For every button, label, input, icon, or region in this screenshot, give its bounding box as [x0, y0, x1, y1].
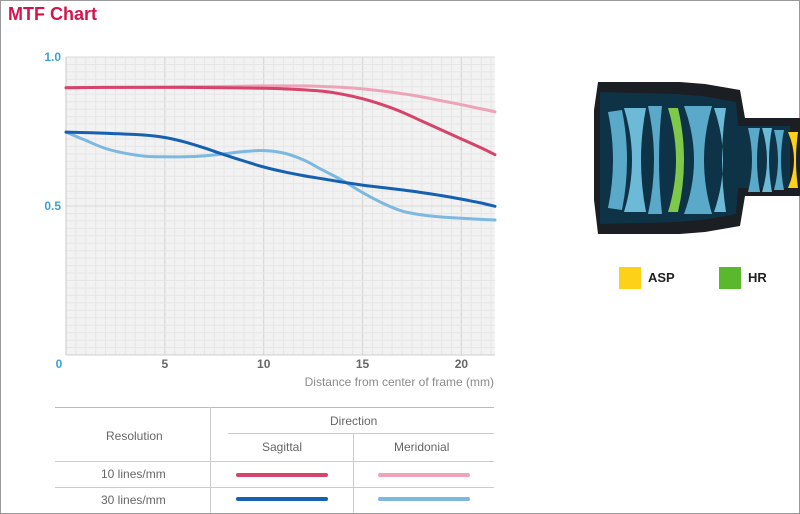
x-tick-label: 0 [56, 357, 63, 371]
meridonial-header: Meridonial [394, 440, 450, 454]
table-divider [210, 407, 211, 513]
chart-grid [65, 56, 495, 356]
swatch-30-meridonial [378, 497, 470, 501]
table-top-border [55, 407, 494, 408]
direction-header: Direction [330, 414, 378, 428]
resolution-header: Resolution [106, 429, 163, 443]
row-label-10: 10 lines/mm [101, 467, 166, 481]
chart-lines [64, 84, 497, 222]
asp-swatch [619, 267, 641, 289]
row-divider-2 [55, 487, 494, 488]
x-tick-label: 5 [162, 357, 169, 371]
x-tick-label: 10 [257, 357, 271, 371]
direction-divider [228, 433, 494, 434]
hr-label: HR [748, 270, 767, 285]
x-axis-label: Distance from center of frame (mm) [305, 375, 494, 389]
page-title: MTF Chart [8, 4, 97, 24]
lens-diagram [594, 82, 800, 234]
row-divider-1 [55, 461, 494, 462]
series-line-s30 [64, 130, 497, 208]
y-tick-label: 1.0 [44, 50, 61, 64]
row-label-30: 30 lines/mm [101, 493, 166, 507]
series-line-m30 [64, 130, 497, 222]
swatch-10-meridonial [378, 473, 470, 477]
hr-swatch [719, 267, 741, 289]
series-line-s10 [64, 85, 497, 157]
swatch-10-sagittal [236, 473, 328, 477]
asp-label: ASP [648, 270, 675, 285]
sagittal-header: Sagittal [262, 440, 303, 454]
y-tick-label: 0.5 [44, 199, 61, 213]
chart-axes: 1.0 0.5 0 5 10 15 20 [44, 50, 495, 371]
x-tick-label: 15 [356, 357, 370, 371]
x-tick-label: 20 [455, 357, 469, 371]
swatch-30-sagittal [236, 497, 328, 501]
direction-column-divider [353, 433, 354, 513]
